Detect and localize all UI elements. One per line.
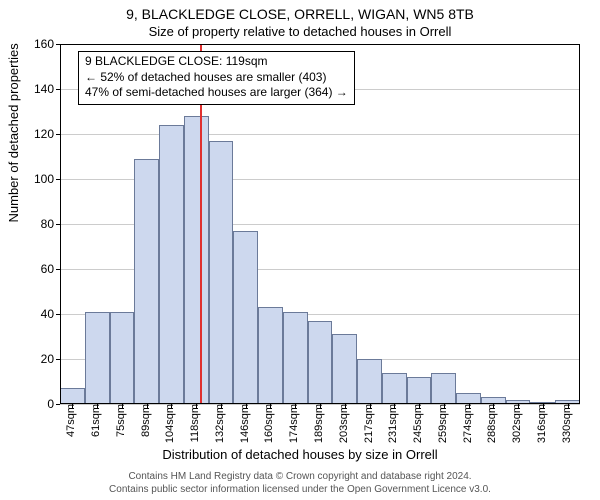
xtick-label: 160sqm bbox=[264, 404, 276, 443]
footer-line-2: Contains public sector information licen… bbox=[0, 484, 600, 497]
xtick-label: 104sqm bbox=[165, 404, 177, 443]
xtick-label: 89sqm bbox=[140, 404, 152, 437]
xtick-label: 189sqm bbox=[313, 404, 325, 443]
xtick-label: 274sqm bbox=[462, 404, 474, 443]
xtick-label: 231sqm bbox=[387, 404, 399, 443]
chart-footer: Contains HM Land Registry data © Crown c… bbox=[0, 471, 600, 496]
xtick-label: 75sqm bbox=[115, 404, 127, 437]
ytick-label: 40 bbox=[41, 307, 60, 321]
ytick-label: 20 bbox=[41, 352, 60, 366]
ytick-label: 120 bbox=[34, 127, 60, 141]
ytick-label: 140 bbox=[34, 82, 60, 96]
plot-border bbox=[60, 44, 580, 404]
xtick-label: 330sqm bbox=[561, 404, 573, 443]
ytick-label: 160 bbox=[34, 37, 60, 51]
xtick-label: 259sqm bbox=[437, 404, 449, 443]
xtick-label: 47sqm bbox=[66, 404, 78, 437]
xtick-label: 61sqm bbox=[90, 404, 102, 437]
chart-subtitle: Size of property relative to detached ho… bbox=[0, 24, 600, 39]
ytick-label: 100 bbox=[34, 172, 60, 186]
chart-title: 9, BLACKLEDGE CLOSE, ORRELL, WIGAN, WN5 … bbox=[0, 6, 600, 22]
xtick-label: 146sqm bbox=[239, 404, 251, 443]
xtick-label: 217sqm bbox=[363, 404, 375, 443]
xtick-label: 118sqm bbox=[189, 404, 201, 442]
footer-line-1: Contains HM Land Registry data © Crown c… bbox=[0, 471, 600, 484]
xtick-label: 174sqm bbox=[288, 404, 300, 443]
ytick-label: 80 bbox=[41, 217, 60, 231]
xtick-label: 203sqm bbox=[338, 404, 350, 443]
y-axis-label: Number of detached properties bbox=[6, 43, 21, 222]
xtick-label: 245sqm bbox=[412, 404, 424, 443]
xtick-label: 316sqm bbox=[536, 404, 548, 443]
plot-area: 02040608010012014016047sqm61sqm75sqm89sq… bbox=[60, 44, 580, 404]
xtick-label: 132sqm bbox=[214, 404, 226, 443]
x-axis-label: Distribution of detached houses by size … bbox=[0, 447, 600, 462]
xtick-label: 288sqm bbox=[487, 404, 499, 443]
chart-container: 9, BLACKLEDGE CLOSE, ORRELL, WIGAN, WN5 … bbox=[0, 0, 600, 500]
xtick-label: 302sqm bbox=[511, 404, 523, 443]
ytick-label: 60 bbox=[41, 262, 60, 276]
ytick-label: 0 bbox=[47, 397, 60, 411]
